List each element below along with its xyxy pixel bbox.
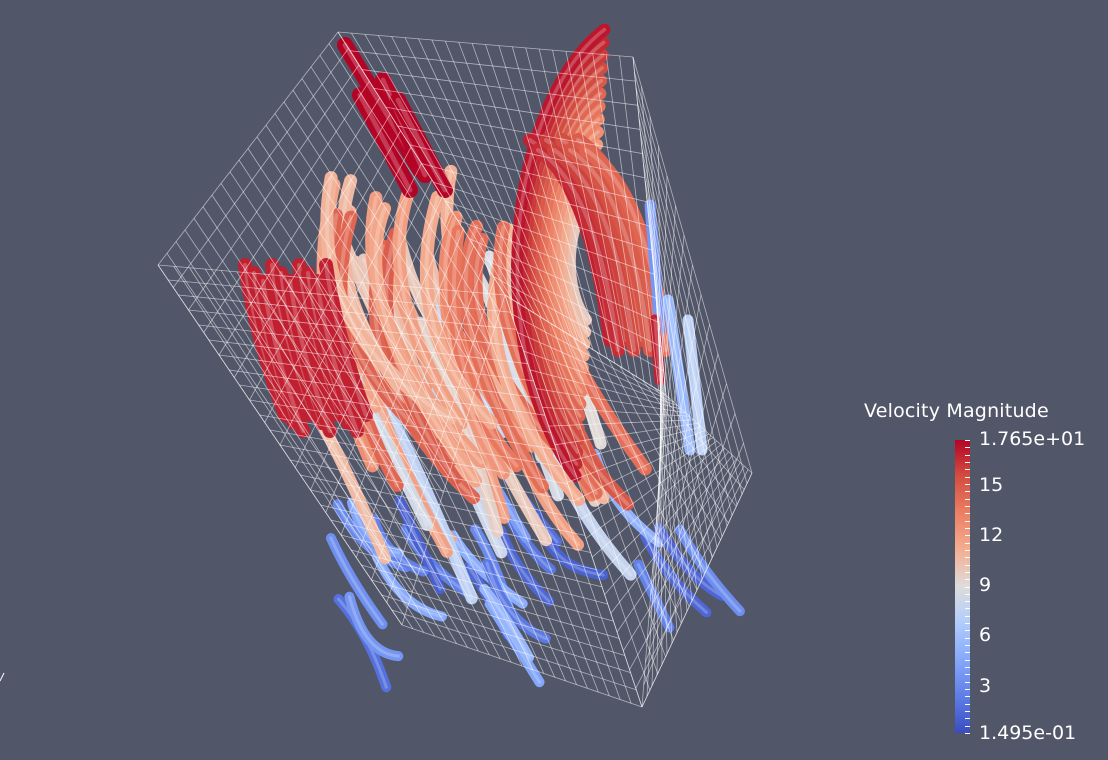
colorbar-minor-tick <box>965 645 970 647</box>
streamline-highlight <box>567 147 653 353</box>
colorbar-minor-tick <box>965 505 970 507</box>
colorbar-minor-tick <box>965 615 970 617</box>
colorbar-minor-tick <box>965 630 970 632</box>
streamline-tube <box>392 183 468 430</box>
colorbar-tick-label: 15 <box>979 474 1004 496</box>
colorbar-minor-tick <box>965 703 970 705</box>
streamline-tube <box>332 499 411 573</box>
streamline-highlight <box>488 602 542 684</box>
colorbar-minor-tick <box>965 498 970 500</box>
colorbar-minor-tick <box>965 461 970 463</box>
streamline-tube <box>319 258 373 422</box>
streamline-tube <box>371 385 478 605</box>
streamline-tube <box>531 143 625 357</box>
colorbar-minor-tick <box>965 637 970 639</box>
colorbar-minor-tick <box>965 564 970 566</box>
colorbar-minor-tick <box>965 454 970 456</box>
streamline-highlight <box>656 526 724 598</box>
colorbar-minor-tick <box>965 520 970 522</box>
streamline-tube <box>482 557 551 644</box>
colorbar-minor-tick <box>965 623 970 625</box>
colorbar-minor-tick <box>965 711 970 713</box>
streamline-highlight <box>535 147 621 353</box>
colorbar-minor-tick <box>965 469 970 471</box>
colorbar-minor-tick <box>965 659 970 661</box>
colorbar-minor-tick <box>965 696 970 698</box>
streamline-highlight <box>357 92 413 193</box>
streamline-highlight <box>515 27 607 478</box>
colorbar-minor-tick <box>965 652 970 654</box>
colorbar-minor-tick <box>965 593 970 595</box>
streamline-highlight <box>397 188 464 426</box>
streamline-tube <box>447 225 524 473</box>
streamline-tube <box>369 202 483 488</box>
colorbar-minor-tick <box>965 527 970 529</box>
streamline-tube <box>344 591 404 662</box>
colorbar-minor-tick <box>965 689 970 691</box>
colorbar-minor-tick <box>965 535 970 537</box>
colorbar-minor-tick <box>965 667 970 669</box>
colorbar-minor-tick <box>965 579 970 581</box>
streamline-tube <box>511 23 611 482</box>
colorbar-min-label: 1.495e-01 <box>979 722 1077 744</box>
streamline-tube <box>563 143 657 357</box>
streamline-tube <box>649 314 666 386</box>
streamline-highlight <box>323 262 369 418</box>
streamline-highlight <box>463 224 545 489</box>
colorbar-minor-tick <box>965 733 970 734</box>
colorbar-minor-tick <box>965 608 970 610</box>
streamline-highlight <box>653 318 662 382</box>
streamline-tube <box>325 533 388 630</box>
colorbar-minor-tick <box>965 513 970 515</box>
streamline-highlight <box>452 229 519 468</box>
streamline-highlight <box>451 533 525 606</box>
colorbar-tick-label: 6 <box>979 624 992 646</box>
streamline-highlight <box>336 502 408 569</box>
colorbar-minor-tick <box>965 483 970 485</box>
colorbar-minor-tick <box>965 725 970 727</box>
streamline-tube <box>479 583 535 663</box>
streamline-highlight <box>329 536 385 626</box>
colorbar-minor-tick <box>965 586 970 588</box>
colorbar-minor-tick <box>965 542 970 544</box>
streamline-tube <box>310 274 364 438</box>
streamline-highlight <box>485 561 548 641</box>
streamline-tube <box>352 87 418 198</box>
streamline-tube <box>459 219 550 494</box>
streamline-tube <box>283 274 337 438</box>
colorbar-minor-tick <box>965 674 970 676</box>
orientation-axes-icon[interactable] <box>0 668 6 682</box>
colorbar-minor-tick <box>965 549 970 551</box>
colorbar-minor-tick <box>965 476 970 478</box>
colorbar-minor-tick <box>965 718 970 720</box>
colorbar-minor-tick <box>965 491 970 493</box>
streamline-highlight <box>287 278 333 434</box>
streamline-highlight <box>482 587 531 660</box>
streamline-highlight <box>375 390 474 601</box>
colorbar-tick-label: 12 <box>979 524 1004 546</box>
colorbar-tick-label: 9 <box>979 574 992 596</box>
colorbar-minor-tick <box>965 440 970 441</box>
colorbar-title: Velocity Magnitude <box>864 400 1049 422</box>
streamline-tube <box>448 530 528 609</box>
wireframe-outline <box>157 31 753 708</box>
colorbar-tick-label: 3 <box>979 675 992 697</box>
streamline-highlight <box>373 206 478 483</box>
colorbar-max-label: 1.765e+01 <box>979 428 1086 450</box>
streamline-tube <box>653 523 727 601</box>
colorbar-minor-tick <box>965 557 970 559</box>
colorbar-minor-tick <box>965 601 970 603</box>
colorbar-minor-tick <box>965 447 970 449</box>
streamline-highlight <box>314 278 360 434</box>
streamline-highlight <box>347 595 400 658</box>
streamline-tube <box>484 599 545 688</box>
colorbar-minor-tick <box>965 571 970 573</box>
colorbar-minor-tick <box>965 681 970 683</box>
